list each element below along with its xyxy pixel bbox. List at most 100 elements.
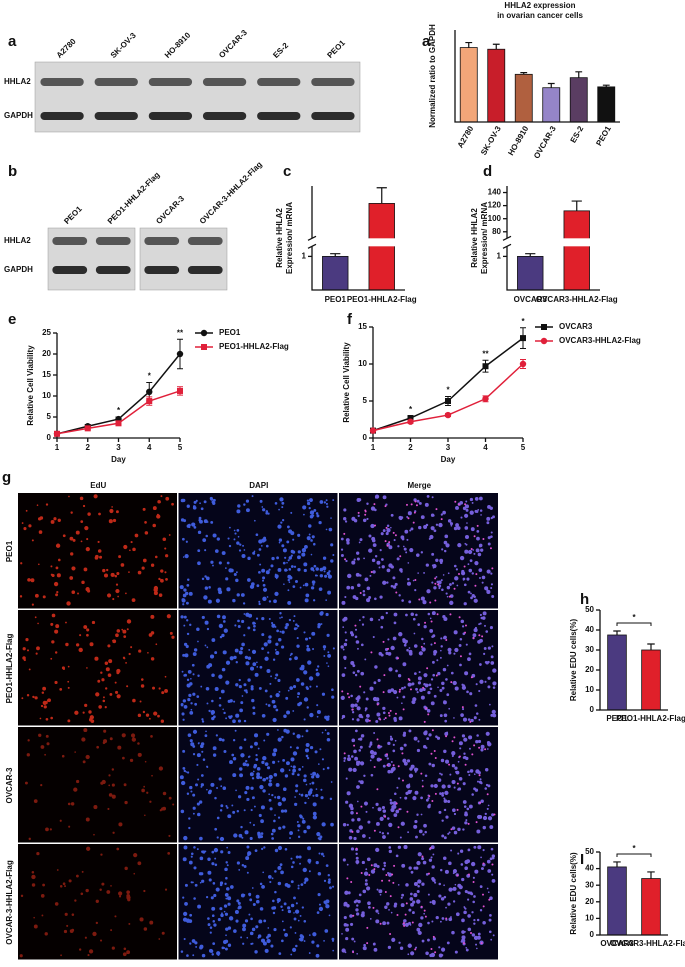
blot-band	[52, 266, 88, 274]
blot-band	[187, 266, 223, 274]
blot-band	[311, 112, 355, 120]
lane-label: PEO1	[325, 38, 347, 60]
column-header: EdU	[90, 481, 106, 490]
axes	[311, 186, 405, 291]
panel-letter: b	[8, 163, 17, 180]
y-tick-label: 20	[585, 897, 594, 906]
cells	[342, 729, 495, 841]
significance-label: **	[177, 328, 184, 337]
bar	[569, 77, 588, 123]
blot-band	[187, 237, 223, 245]
error-bar	[613, 630, 621, 635]
y-axis-label: Relative Cell Viability	[26, 345, 35, 426]
bar	[607, 634, 627, 711]
chart-title: HHLA2 expression	[504, 1, 575, 10]
micrograph	[18, 610, 177, 726]
cells	[340, 494, 495, 606]
blot-band	[94, 78, 138, 86]
marker	[176, 350, 184, 358]
blot-band	[257, 112, 301, 120]
y-tick-label: 25	[42, 328, 51, 337]
axis-break-gap	[508, 238, 601, 247]
lane-label: SK-OV-3	[109, 31, 138, 60]
y-axis-label: Normalized ratio to GAPDH	[428, 24, 437, 128]
marker	[115, 420, 122, 427]
bar	[563, 210, 590, 291]
panel-letter: h	[580, 591, 589, 608]
lane-label: OVCAR-3-HHLA2-Flag	[198, 160, 264, 226]
panel-letter: d	[483, 163, 492, 180]
y-tick-label: 30	[585, 880, 594, 889]
axis-break	[307, 235, 317, 249]
y-tick-label: 0	[363, 433, 368, 442]
cells	[19, 846, 171, 958]
y-tick-label: 0	[47, 433, 52, 442]
panel-letter: a	[422, 33, 431, 50]
x-tick-label: 4	[483, 443, 488, 452]
error-bar	[575, 71, 583, 78]
y-tick-label: 20	[585, 665, 594, 674]
bar	[514, 73, 533, 123]
y-axis-label: Relative HHLA2	[470, 208, 479, 268]
significance-bracket	[616, 622, 652, 626]
y-tick-label: 40	[585, 864, 594, 873]
significance-label: *	[521, 317, 525, 326]
lane-label: OVCAR-3	[154, 194, 186, 226]
x-tick-label: A2780	[456, 124, 476, 149]
x-tick-label: 2	[408, 443, 413, 452]
y-tick-label: 15	[358, 322, 367, 331]
blot-band	[148, 112, 193, 120]
lane-label: PEO1	[62, 204, 84, 226]
blot-band	[148, 78, 193, 86]
x-tick-label: 3	[116, 443, 121, 452]
y-tick-label: 120	[488, 201, 502, 210]
blot-band	[52, 237, 88, 245]
panel-letter: e	[8, 311, 16, 328]
x-tick-label: 5	[178, 443, 183, 452]
error-bar	[525, 253, 536, 257]
lane-label: OVCAR-3	[217, 28, 249, 60]
panel-letter: a	[8, 33, 17, 50]
y-tick-label: 5	[47, 412, 52, 421]
y-tick-label: 50	[585, 847, 594, 856]
significance-bracket	[616, 853, 652, 857]
legend-label: PEO1	[219, 328, 241, 337]
blot-membrane	[34, 61, 361, 133]
x-axis-label: Day	[111, 455, 126, 464]
x-tick-label: OVCAR3-HHLA2-Flag	[536, 295, 618, 304]
axis-break-gap	[313, 238, 406, 247]
marker	[519, 360, 527, 368]
row-label: PEO1-HHLA2-Flag	[5, 634, 14, 704]
bar	[597, 86, 616, 123]
y-tick-label: 40	[585, 625, 594, 634]
y-axis-label: Relative EDU cells(%)	[569, 619, 578, 702]
significance-label: *	[446, 386, 450, 395]
y-tick-label: 0	[590, 705, 595, 714]
x-tick-label: OVCAR3	[514, 295, 548, 304]
marker	[520, 335, 526, 342]
x-tick-label: HO-8910	[506, 124, 530, 157]
cells	[341, 845, 496, 958]
bar	[517, 255, 544, 291]
error-bar	[492, 43, 500, 50]
error-bar	[520, 72, 528, 75]
y-tick-label: 80	[492, 227, 501, 236]
x-tick-label: 1	[55, 443, 60, 452]
error-bar	[647, 871, 655, 879]
column-header: Merge	[407, 481, 431, 490]
bar	[487, 48, 506, 123]
row-label: OVCAR-3	[5, 767, 14, 804]
axes	[454, 30, 620, 123]
error-bar	[571, 200, 582, 211]
row-label: HHLA2	[4, 236, 31, 245]
y-axis-label: Expression/ mRNA	[480, 202, 489, 274]
blot-band	[40, 112, 84, 120]
y-axis-label: Relative EDU cells(%)	[569, 852, 578, 935]
y-tick-label: 0	[590, 930, 595, 939]
micrograph	[339, 727, 498, 843]
x-tick-label: OVCAR3	[600, 939, 634, 948]
blot-band	[144, 237, 180, 245]
x-tick-label: ES-2	[569, 124, 586, 144]
legend-label: PEO1-HHLA2-Flag	[219, 342, 289, 351]
